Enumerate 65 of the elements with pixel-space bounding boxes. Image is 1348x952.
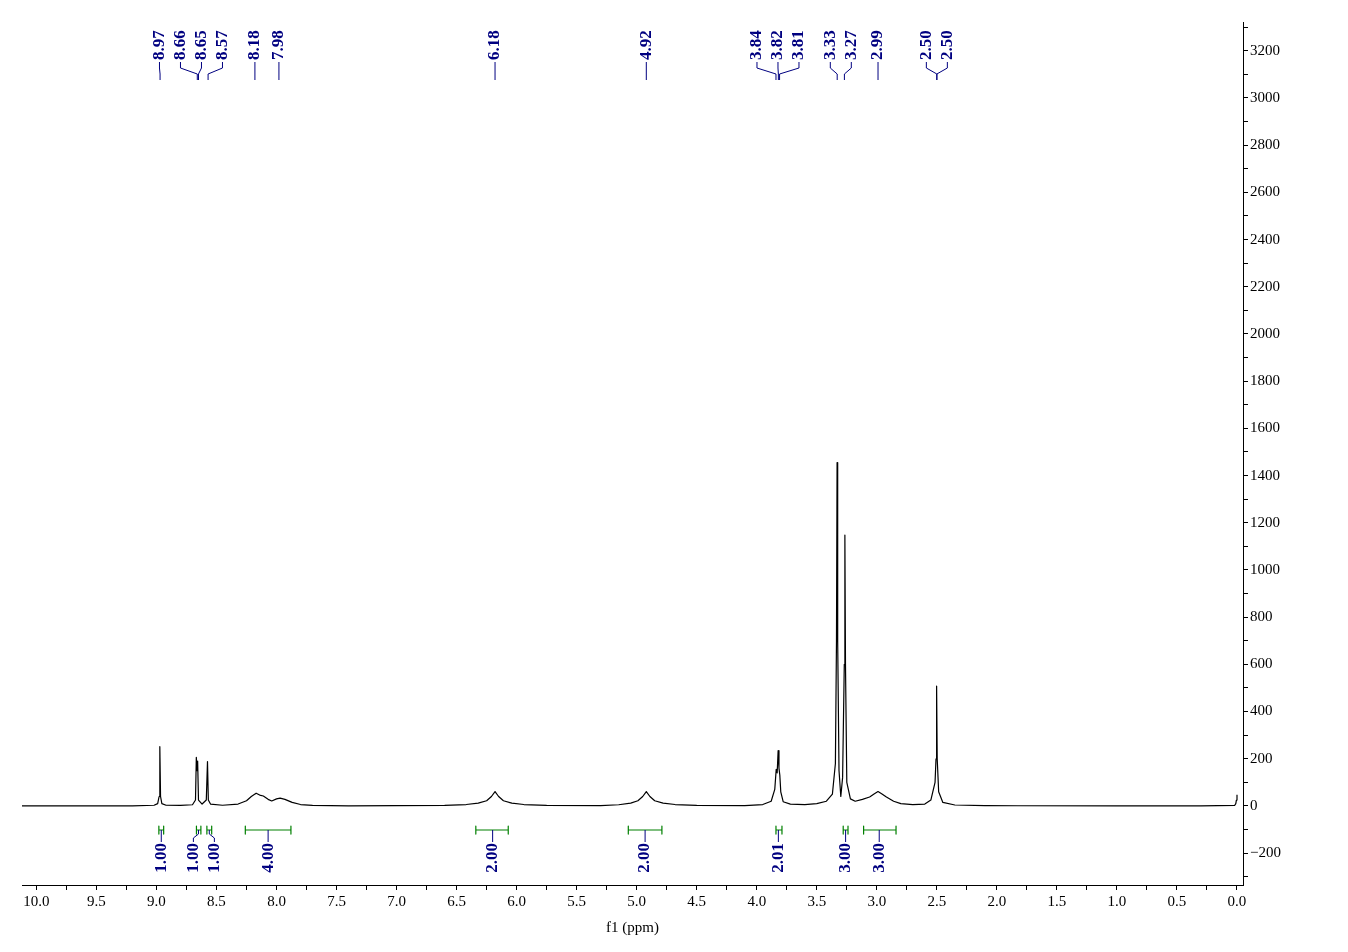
x-tick-label: 8.5 — [207, 892, 226, 909]
x-tick-label: 1.0 — [1107, 892, 1127, 909]
annotation: 3.81 — [788, 30, 808, 60]
annotation: 8.57 — [211, 29, 231, 60]
annotation: 1.00 — [182, 843, 202, 873]
y-tick-label: −200 — [1250, 844, 1281, 861]
annotation: 6.18 — [484, 30, 504, 60]
x-tick-label: 7.5 — [327, 892, 346, 909]
x-tick-label: 5.0 — [627, 892, 647, 909]
annotation: 2.99 — [867, 30, 887, 60]
annotation: 4.92 — [635, 30, 655, 60]
x-tick-label: 0.0 — [1227, 892, 1247, 909]
annotation: 2.01 — [767, 843, 787, 873]
annotation: 2.00 — [482, 843, 502, 873]
annotation: 3.00 — [868, 843, 888, 873]
x-tick-label: 2.5 — [927, 892, 947, 909]
annotation: 7.98 — [268, 30, 288, 60]
y-tick-label: 2800 — [1250, 136, 1280, 153]
x-tick-label: 2.0 — [987, 892, 1007, 909]
annotation: 3.00 — [835, 843, 854, 873]
x-axis-title: f1 (ppm) — [606, 918, 659, 936]
y-tick-label: 1200 — [1250, 513, 1280, 530]
x-tick-label: 3.0 — [867, 892, 887, 909]
x-tick-label: 6.5 — [447, 892, 466, 909]
annotation: 2.00 — [634, 843, 654, 873]
x-tick-label: 9.0 — [147, 892, 166, 909]
annotation: 8.65 — [190, 30, 210, 60]
annotation: 4.00 — [257, 843, 277, 873]
x-tick-label: 4.0 — [747, 892, 767, 909]
x-tick-label: 3.5 — [807, 892, 827, 909]
x-tick-label: 8.0 — [267, 892, 286, 909]
y-tick-label: 2600 — [1250, 183, 1280, 200]
annotation: 3.33 — [819, 30, 839, 60]
y-tick-label: 2000 — [1250, 324, 1280, 341]
annotation: 8.66 — [169, 30, 189, 60]
x-tick-label: 10.0 — [23, 892, 50, 909]
y-tick-label: 600 — [1250, 655, 1273, 672]
annotation: 3.27 — [840, 29, 860, 60]
x-tick-label: 4.5 — [687, 892, 707, 909]
x-tick-label: 6.0 — [507, 892, 527, 909]
y-tick-label: 0 — [1250, 796, 1258, 813]
annotation: 3.82 — [767, 30, 787, 60]
y-tick-label: 800 — [1250, 608, 1273, 625]
annotation: 1.00 — [150, 843, 170, 873]
x-tick-label: 5.5 — [567, 892, 587, 909]
annotation: 2.50 — [915, 30, 935, 60]
annotation: 2.50 — [936, 30, 956, 60]
annotation: 1.00 — [203, 843, 223, 873]
y-tick-label: 3200 — [1250, 41, 1280, 58]
annotation: 8.18 — [244, 30, 264, 60]
x-tick-label: 9.5 — [87, 892, 106, 909]
annotation: 3.84 — [746, 29, 766, 60]
x-tick-label: 1.5 — [1047, 892, 1067, 909]
y-tick-label: 200 — [1250, 749, 1273, 766]
y-tick-label: 400 — [1250, 702, 1273, 719]
x-tick-label: 0.5 — [1167, 892, 1187, 909]
x-tick-label: 7.0 — [387, 892, 406, 909]
y-tick-label: 1600 — [1250, 419, 1280, 436]
y-tick-label: 2400 — [1250, 230, 1280, 247]
annotation: 8.97 — [148, 29, 168, 60]
y-tick-label: 2200 — [1250, 277, 1280, 294]
y-tick-label: 1000 — [1250, 560, 1280, 577]
y-tick-label: 1800 — [1250, 372, 1280, 389]
y-tick-label: 1400 — [1250, 466, 1280, 483]
y-tick-label: 3000 — [1250, 88, 1280, 105]
